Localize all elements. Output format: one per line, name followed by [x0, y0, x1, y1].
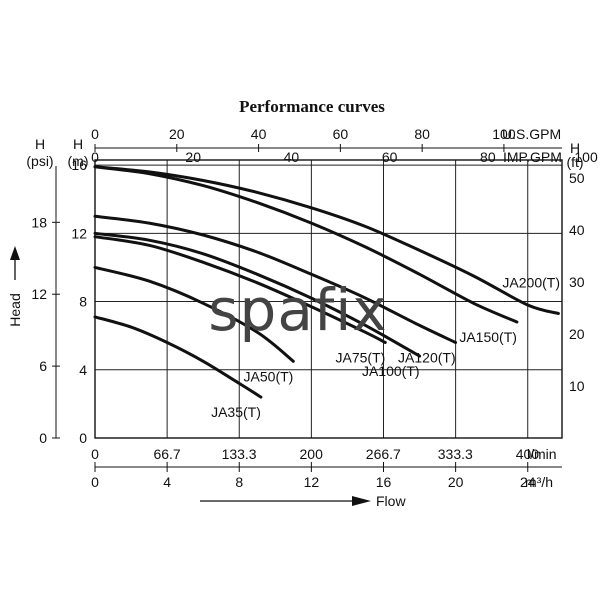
lmin-tick-label: 200 [300, 446, 324, 462]
curve-ja150t [93, 165, 519, 324]
ft-tick-label: 10 [569, 378, 585, 394]
impgpm-tick-label: 100 [574, 149, 598, 165]
left-m-unit: (m) [68, 153, 89, 169]
psi-tick-label: 18 [31, 214, 47, 230]
top-usgpm-axis: 0 20 40 60 80 100 [91, 126, 562, 152]
curve-ja75t [93, 235, 387, 344]
impgpm-unit-label: IMP.GPM [503, 149, 562, 165]
curve-ja50t [93, 265, 295, 363]
watermark-text: spafix [208, 276, 387, 344]
top-impgpm-axis: 0 20 40 60 80 100 [91, 149, 598, 165]
m3h-unit-label: m³/h [525, 474, 553, 490]
m-tick-label: 16 [71, 157, 87, 173]
impgpm-tick-label: 80 [480, 149, 496, 165]
usgpm-tick-label: 80 [414, 126, 430, 142]
lmin-tick-label: 266.7 [366, 446, 401, 462]
impgpm-tick-label: 40 [284, 149, 300, 165]
usgpm-tick-label: 40 [251, 126, 267, 142]
m-tick-label: 12 [71, 225, 87, 241]
lmin-unit-label: l/min [527, 446, 557, 462]
flow-axis-title: Flow [200, 493, 406, 509]
left-psi-header: H [35, 136, 45, 152]
series-label-ja50t: JA50(T) [244, 368, 294, 384]
ft-tick-label: 40 [569, 222, 585, 238]
impgpm-tick-label: 20 [185, 149, 201, 165]
usgpm-tick-label: 60 [333, 126, 349, 142]
series-label-ja200t: JA200(T) [502, 274, 560, 290]
curve-ja100t [93, 231, 422, 358]
chart-title: Performance curves [239, 97, 385, 116]
m-tick-label: 0 [79, 430, 87, 446]
m3h-tick-label: 8 [235, 474, 243, 490]
impgpm-tick-label: 60 [382, 149, 398, 165]
right-ft-header: H [570, 140, 580, 156]
series-label-ja35t: JA35(T) [211, 404, 261, 420]
psi-tick-label: 0 [39, 430, 47, 446]
bottom-lmin-axis: 0 66.7 133.3 200 266.7 333.3 400 [91, 446, 562, 468]
m3h-tick-label: 4 [163, 474, 171, 490]
right-ft-axis: 10 20 30 40 50 [569, 170, 585, 394]
m-tick-label: 4 [79, 362, 87, 378]
lmin-tick-label: 400 [516, 446, 540, 462]
left-psi-axis: 0 6 12 18 [31, 166, 60, 446]
lmin-tick-label: 133.3 [222, 446, 257, 462]
impgpm-tick-label: 0 [91, 149, 99, 165]
curve-ja120t [93, 214, 458, 344]
psi-tick-label: 12 [31, 286, 47, 302]
head-axis-title: Head [7, 246, 23, 327]
lmin-tick-label: 0 [91, 446, 99, 462]
usgpm-tick-label: 100 [492, 126, 516, 142]
ft-tick-label: 20 [569, 326, 585, 342]
curve-ja35t [93, 315, 263, 399]
series-label-ja75t: JA75(T) [336, 349, 386, 365]
m3h-tick-label: 20 [448, 474, 464, 490]
m3h-tick-label: 0 [91, 474, 99, 490]
bottom-m3h-axis: 0 4 8 12 16 20 24 [91, 462, 536, 490]
lmin-tick-label: 66.7 [153, 446, 180, 462]
flow-arrow-head [352, 496, 371, 506]
m3h-tick-label: 16 [376, 474, 392, 490]
left-psi-unit: (psi) [26, 153, 53, 169]
right-ft-unit: (ft) [566, 154, 583, 170]
head-label: Head [7, 293, 23, 326]
ft-tick-label: 30 [569, 274, 585, 290]
flow-label: Flow [376, 493, 406, 509]
m-tick-label: 8 [79, 294, 87, 310]
series-curves [93, 165, 560, 399]
m3h-tick-label: 24 [520, 474, 536, 490]
m3h-tick-label: 12 [304, 474, 320, 490]
series-label-ja100t: JA100(T) [362, 363, 420, 379]
lmin-tick-label: 333.3 [438, 446, 473, 462]
usgpm-tick-label: 20 [169, 126, 185, 142]
left-m-header: H [73, 136, 83, 152]
series-label-ja120t: JA120(T) [398, 349, 456, 365]
left-m-axis: 0 4 8 12 16 [71, 157, 87, 446]
usgpm-tick-label: 0 [91, 126, 99, 142]
plot-frame [94, 159, 563, 439]
psi-tick-label: 6 [39, 358, 47, 374]
ft-tick-label: 50 [569, 170, 585, 186]
curve-ja200t [93, 165, 560, 315]
head-arrow-head [10, 246, 20, 260]
series-label-ja150t: JA150(T) [459, 329, 517, 345]
usgpm-unit-label: U.S.GPM [502, 126, 561, 142]
series-labels: JA200(T) JA150(T)JA120(T)JA100(T)JA75(T) J… [211, 274, 560, 420]
